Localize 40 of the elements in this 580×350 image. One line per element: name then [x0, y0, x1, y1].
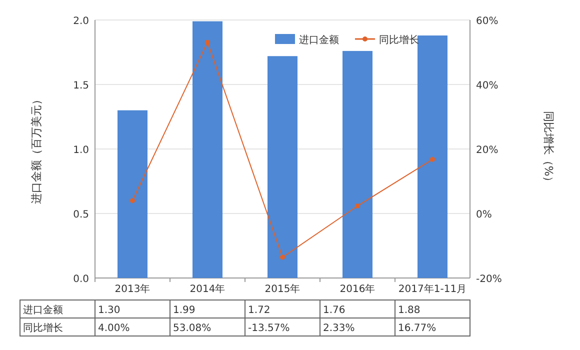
- data-label: 16.77%: [398, 323, 436, 334]
- y2-tick-label: 20%: [476, 145, 498, 156]
- point: [280, 254, 285, 260]
- bar: [418, 35, 448, 278]
- point: [430, 156, 435, 162]
- point: [130, 198, 135, 204]
- y-tick-label: 0.5: [73, 210, 89, 220]
- legend-label: 进口金额: [299, 34, 339, 46]
- x-tick-label: 2016年: [340, 283, 376, 295]
- point: [355, 203, 360, 208]
- y2-tick-label: -20%: [476, 274, 502, 285]
- y2-tick-label: 0%: [476, 210, 492, 220]
- point: [205, 40, 210, 45]
- bar: [342, 50, 372, 278]
- y2-tick-label: 60%: [476, 16, 498, 27]
- x-tick-label: 2017年1-11月: [398, 283, 467, 295]
- data-label: 1.76: [323, 305, 346, 316]
- y-axis-title: 进口金额（百万美元）: [30, 94, 43, 204]
- y2-tick-label: 40%: [476, 80, 498, 92]
- text: 进口金额: [23, 305, 63, 316]
- bar: [268, 56, 298, 278]
- data-label: 53.08%: [173, 323, 212, 334]
- bar: [118, 110, 148, 278]
- y-tick-label: 0.0: [73, 274, 89, 285]
- y-tick-label: 1.5: [73, 80, 89, 92]
- text: 同比增长: [23, 323, 63, 334]
- data-label: 2.33%: [323, 323, 355, 334]
- x-tick-label: 2013年: [114, 283, 150, 295]
- data-label: 1.72: [248, 305, 270, 316]
- x-tick-label: 2014年: [190, 283, 226, 295]
- data-label: 1.88: [398, 305, 420, 316]
- data-label: -13.57%: [248, 323, 290, 334]
- y2-axis-title: 同比增长（%）: [542, 110, 555, 188]
- y-tick-label: 1.0: [73, 145, 89, 156]
- y-tick-label: 2.0: [73, 16, 89, 27]
- bar: [192, 21, 222, 278]
- data-label: 4.00%: [98, 323, 130, 334]
- data-label: 1.30: [98, 305, 120, 316]
- data-label: 1.99: [173, 305, 196, 316]
- x-tick-label: 2015年: [264, 283, 300, 295]
